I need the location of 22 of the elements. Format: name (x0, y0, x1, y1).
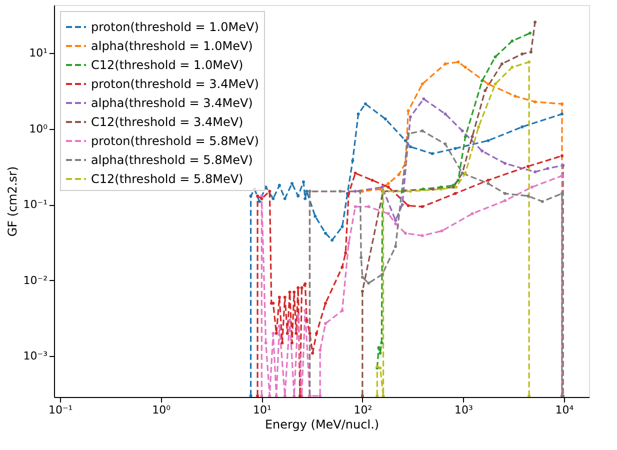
x-tick-label: 10⁴ (555, 404, 574, 416)
y-tick-label: 10¹ (29, 46, 48, 60)
x-tick-label: 10⁰ (152, 404, 172, 416)
x-tick-label: 10¹ (252, 404, 272, 416)
y-tick-label: 10⁻¹ (23, 198, 48, 212)
legend-label: C12(threshold = 1.0MeV) (91, 58, 244, 72)
legend-label: C12(threshold = 5.8MeV) (91, 172, 244, 186)
legend-label: alpha(threshold = 3.4MeV) (91, 96, 253, 110)
x-tick-label: 10⁻¹ (48, 404, 73, 416)
y-tick-label: 10⁻³ (23, 350, 48, 363)
legend-label: C12(threshold = 3.4MeV) (91, 115, 244, 129)
legend-label: alpha(threshold = 5.8MeV) (91, 153, 253, 167)
legend-label: alpha(threshold = 1.0MeV) (91, 39, 253, 53)
legend-label: proton(threshold = 5.8MeV) (91, 134, 259, 148)
x-tick-label: 10³ (454, 404, 473, 416)
y-tick-label: 10⁻² (23, 274, 48, 287)
legend-label: proton(threshold = 3.4MeV) (91, 77, 259, 91)
x-axis-title: Energy (MeV/nucl.) (264, 418, 380, 432)
y-tick-label: 10⁰ (29, 122, 48, 136)
x-tick-label: 10² (354, 404, 372, 416)
y-axis-title: GF (cm2.sr) (5, 166, 20, 237)
legend-label: proton(threshold = 1.0MeV) (91, 20, 259, 34)
